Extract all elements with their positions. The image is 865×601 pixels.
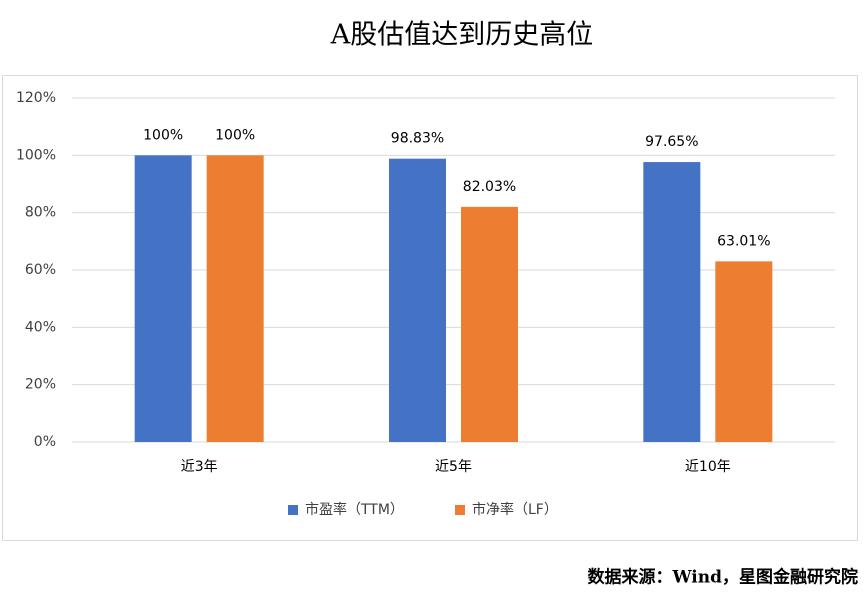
y-tick-label: 0%	[34, 434, 56, 450]
y-tick-label: 120%	[16, 90, 56, 106]
x-tick-label: 近10年	[685, 459, 731, 475]
legend-label: 市盈率（TTM）	[305, 501, 404, 518]
y-tick-label: 80%	[25, 205, 56, 221]
y-tick-label: 100%	[16, 147, 56, 163]
bar	[389, 158, 446, 443]
x-tick-label: 近5年	[435, 459, 472, 475]
legend-label: 市净率（LF）	[472, 501, 558, 518]
x-tick-label: 近3年	[181, 459, 218, 475]
bar	[134, 155, 192, 443]
bar	[715, 261, 773, 442]
value-label: 98.83%	[391, 131, 444, 147]
y-tick-label: 40%	[25, 319, 56, 335]
bar	[643, 162, 701, 442]
bar	[206, 155, 264, 443]
value-label: 97.65%	[645, 134, 698, 150]
value-label: 82.03%	[463, 179, 516, 195]
legend-swatch	[455, 505, 465, 515]
source-note: 数据来源：Wind，星图金融研究院	[588, 567, 859, 588]
chart-title: A股估值达到历史高位	[330, 20, 594, 51]
value-label: 100%	[215, 127, 255, 143]
legend-swatch	[288, 505, 298, 515]
y-tick-label: 20%	[25, 377, 56, 393]
bar	[461, 206, 518, 442]
chart-frame	[2, 75, 858, 541]
value-label: 63.01%	[717, 233, 770, 249]
y-tick-label: 60%	[25, 262, 56, 278]
value-label: 100%	[143, 127, 183, 143]
